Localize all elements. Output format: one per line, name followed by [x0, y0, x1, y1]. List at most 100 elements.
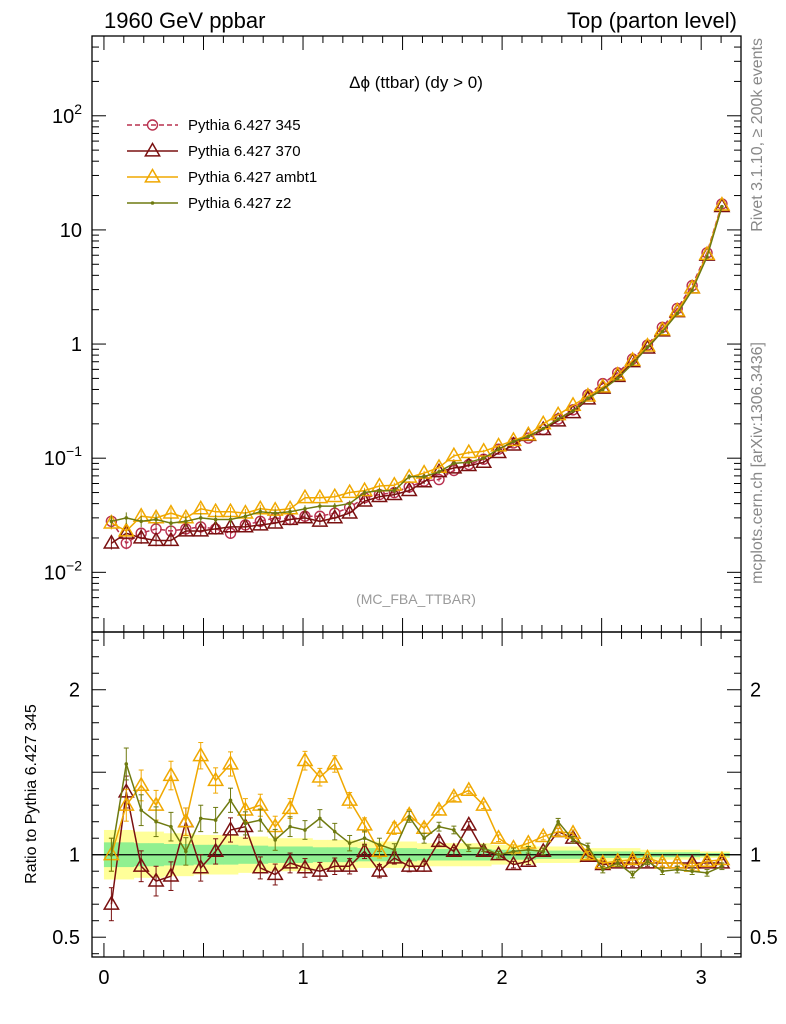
data-point — [139, 808, 143, 812]
x-tick-label: 3 — [696, 967, 707, 989]
data-point — [400, 857, 418, 872]
ratio-series-line — [110, 791, 722, 905]
analysis-label: (MC_FBA_TTBAR) — [356, 591, 476, 607]
data-point — [311, 768, 329, 783]
data-point — [251, 515, 269, 531]
data-point — [645, 859, 650, 864]
data-point — [281, 510, 299, 526]
legend-label: Pythia 6.427 370 — [188, 143, 301, 160]
data-point — [120, 537, 132, 549]
data-point — [243, 821, 248, 826]
data-point — [207, 519, 225, 535]
data-point — [281, 799, 299, 815]
legend-entry-2: Pythia 6.427 ambt1 — [127, 168, 317, 186]
main-plot-title: Δϕ (ttbar) (dy > 0) — [349, 73, 483, 92]
data-point — [698, 852, 716, 867]
y-tick-label-exp: −2 — [66, 557, 82, 573]
data-point — [311, 512, 329, 527]
data-point — [377, 488, 382, 493]
y-tick-label: 102 — [52, 101, 82, 128]
data-point — [273, 838, 277, 842]
data-point — [460, 456, 478, 472]
y-tick-label-exp: −1 — [66, 443, 82, 459]
data-point — [266, 514, 284, 529]
data-point — [496, 447, 501, 451]
data-point — [415, 857, 433, 872]
data-point — [332, 829, 337, 834]
series-line — [110, 203, 723, 545]
data-point — [452, 828, 456, 832]
y-tick-label: 10−1 — [44, 443, 82, 470]
y-tick-label-exp: 2 — [74, 101, 82, 117]
x-tick-label: 1 — [297, 967, 308, 989]
legend-entry-3: Pythia 6.427 z2 — [127, 195, 291, 212]
data-point — [117, 796, 135, 811]
data-point — [251, 858, 269, 874]
data-point — [370, 862, 388, 877]
data-point — [154, 517, 158, 522]
data-point — [511, 849, 516, 854]
data-point — [377, 843, 382, 847]
data-point — [177, 812, 195, 828]
data-point — [556, 819, 560, 824]
data-point — [117, 524, 135, 539]
data-point — [132, 857, 150, 872]
data-point — [571, 409, 575, 413]
data-point — [332, 504, 337, 508]
data-point — [645, 345, 650, 349]
data-point — [526, 434, 531, 439]
data-point — [356, 816, 373, 831]
data-point — [392, 488, 397, 493]
data-point — [296, 751, 314, 767]
header-left: 1960 GeV ppbar — [104, 8, 265, 33]
data-point — [541, 426, 546, 431]
mcplots-label: mcplots.cern.ch [arXiv:1306.3436] — [749, 342, 766, 584]
data-point — [154, 819, 158, 824]
data-point — [222, 755, 239, 770]
data-point — [639, 337, 656, 352]
data-point — [460, 443, 478, 459]
data-point — [184, 519, 188, 524]
ratio-y-tick-label: 1 — [69, 845, 80, 867]
rivet-label: Rivet 3.1.10, ≥ 200k events — [749, 38, 766, 232]
data-point — [490, 829, 508, 844]
data-point — [296, 488, 314, 504]
y-tick-label: 1 — [71, 334, 82, 356]
data-point — [407, 814, 412, 819]
legend-label: Pythia 6.427 ambt1 — [188, 169, 317, 186]
ratio-y-tick-label: 2 — [69, 680, 80, 702]
data-point — [624, 853, 642, 869]
data-point — [177, 522, 195, 537]
data-point — [102, 895, 120, 910]
data-point — [198, 516, 203, 520]
data-point — [222, 517, 239, 533]
y-tick-label-base: 10 — [44, 448, 66, 470]
data-point — [296, 508, 314, 524]
ratio-y-tick-label-right: 0.5 — [750, 927, 778, 949]
data-point — [147, 872, 165, 887]
data-point — [541, 849, 546, 854]
data-point — [571, 838, 575, 842]
y-tick-label-base: 10 — [44, 562, 66, 584]
data-point — [147, 531, 165, 547]
data-point — [430, 801, 448, 816]
data-point — [430, 832, 448, 848]
data-point — [705, 255, 709, 259]
data-point — [496, 852, 501, 857]
data-point — [624, 850, 642, 866]
data-point — [615, 376, 620, 381]
y-tick-label: 10−2 — [44, 557, 82, 584]
data-point — [475, 796, 493, 811]
data-point — [445, 459, 463, 474]
data-point — [169, 521, 173, 525]
data-point — [452, 461, 456, 466]
data-point — [207, 771, 225, 787]
ratio-series-2 — [108, 747, 725, 879]
data-point — [698, 245, 716, 261]
legend-entry-0: Pythia 6.427 345 — [127, 117, 301, 134]
data-point — [132, 528, 150, 544]
data-point — [198, 816, 203, 821]
legend-label: Pythia 6.427 z2 — [188, 195, 291, 212]
data-point — [556, 417, 560, 421]
series-3 — [109, 204, 724, 529]
